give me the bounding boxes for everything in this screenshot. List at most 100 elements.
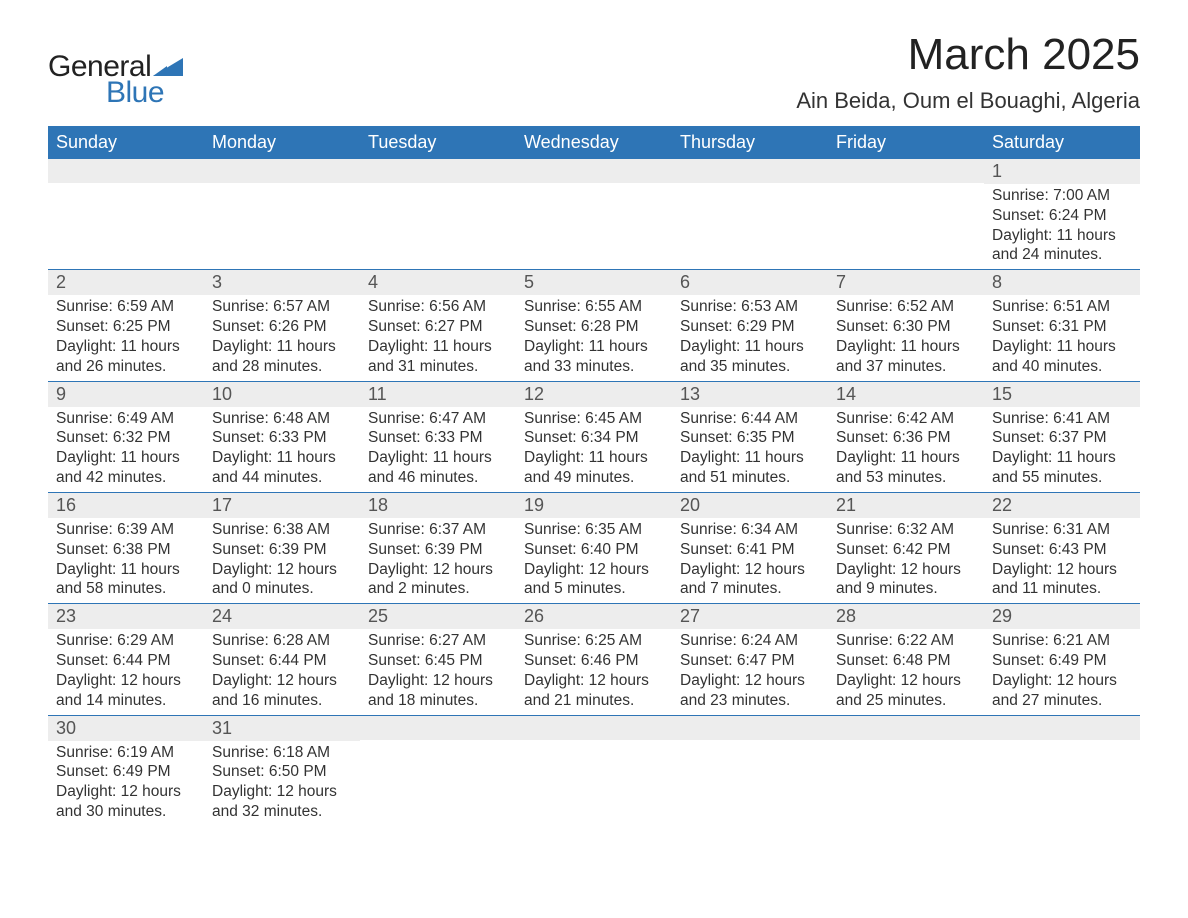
calendar-day-cell: 24Sunrise: 6:28 AMSunset: 6:44 PMDayligh… [204, 604, 360, 714]
day-number: 17 [204, 493, 360, 518]
day-number: 8 [984, 270, 1140, 295]
calendar-day-cell: 28Sunrise: 6:22 AMSunset: 6:48 PMDayligh… [828, 604, 984, 714]
day-number: 6 [672, 270, 828, 295]
sunset-line: Sunset: 6:41 PM [680, 540, 820, 560]
calendar-day-cell: 16Sunrise: 6:39 AMSunset: 6:38 PMDayligh… [48, 493, 204, 603]
daylight-line: Daylight: 12 hours and 7 minutes. [680, 560, 820, 600]
page-title: March 2025 [796, 30, 1140, 80]
sunrise-line: Sunrise: 6:34 AM [680, 520, 820, 540]
calendar-day-cell: 26Sunrise: 6:25 AMSunset: 6:46 PMDayligh… [516, 604, 672, 714]
day-number [828, 159, 984, 183]
day-details: Sunrise: 6:31 AMSunset: 6:43 PMDaylight:… [984, 518, 1140, 603]
day-number [828, 716, 984, 740]
day-number: 24 [204, 604, 360, 629]
daylight-line: Daylight: 11 hours and 37 minutes. [836, 337, 976, 377]
day-details: Sunrise: 6:38 AMSunset: 6:39 PMDaylight:… [204, 518, 360, 603]
sunrise-line: Sunrise: 6:18 AM [212, 743, 352, 763]
daylight-line: Daylight: 12 hours and 2 minutes. [368, 560, 508, 600]
daylight-line: Daylight: 12 hours and 5 minutes. [524, 560, 664, 600]
calendar-week-row: 30Sunrise: 6:19 AMSunset: 6:49 PMDayligh… [48, 716, 1140, 826]
daylight-line: Daylight: 12 hours and 18 minutes. [368, 671, 508, 711]
sunset-line: Sunset: 6:27 PM [368, 317, 508, 337]
weekday-col: Monday [204, 126, 360, 159]
weekday-col: Thursday [672, 126, 828, 159]
calendar-week-row: 23Sunrise: 6:29 AMSunset: 6:44 PMDayligh… [48, 604, 1140, 715]
sunset-line: Sunset: 6:44 PM [212, 651, 352, 671]
day-number [48, 159, 204, 183]
day-number: 31 [204, 716, 360, 741]
calendar-day-cell: 3Sunrise: 6:57 AMSunset: 6:26 PMDaylight… [204, 270, 360, 380]
calendar-day-cell: 31Sunrise: 6:18 AMSunset: 6:50 PMDayligh… [204, 716, 360, 826]
day-number: 18 [360, 493, 516, 518]
day-details: Sunrise: 6:19 AMSunset: 6:49 PMDaylight:… [48, 741, 204, 826]
calendar-day-cell [204, 159, 360, 269]
day-number: 1 [984, 159, 1140, 184]
daylight-line: Daylight: 11 hours and 46 minutes. [368, 448, 508, 488]
day-details: Sunrise: 6:49 AMSunset: 6:32 PMDaylight:… [48, 407, 204, 492]
calendar-day-cell: 29Sunrise: 6:21 AMSunset: 6:49 PMDayligh… [984, 604, 1140, 714]
day-number: 27 [672, 604, 828, 629]
day-number: 3 [204, 270, 360, 295]
sunset-line: Sunset: 6:48 PM [836, 651, 976, 671]
sunrise-line: Sunrise: 6:29 AM [56, 631, 196, 651]
daylight-line: Daylight: 11 hours and 28 minutes. [212, 337, 352, 377]
calendar-week-row: 1Sunrise: 7:00 AMSunset: 6:24 PMDaylight… [48, 159, 1140, 270]
day-number: 15 [984, 382, 1140, 407]
day-details: Sunrise: 6:47 AMSunset: 6:33 PMDaylight:… [360, 407, 516, 492]
calendar-day-cell [672, 716, 828, 826]
sunrise-line: Sunrise: 6:27 AM [368, 631, 508, 651]
sunrise-line: Sunrise: 6:44 AM [680, 409, 820, 429]
day-number [516, 159, 672, 183]
calendar-day-cell: 15Sunrise: 6:41 AMSunset: 6:37 PMDayligh… [984, 382, 1140, 492]
day-number: 23 [48, 604, 204, 629]
sunset-line: Sunset: 6:45 PM [368, 651, 508, 671]
day-number: 12 [516, 382, 672, 407]
sunrise-line: Sunrise: 6:25 AM [524, 631, 664, 651]
day-details [48, 183, 204, 261]
day-details [204, 183, 360, 261]
day-number: 10 [204, 382, 360, 407]
weekday-col: Sunday [48, 126, 204, 159]
calendar-day-cell [672, 159, 828, 269]
day-details: Sunrise: 7:00 AMSunset: 6:24 PMDaylight:… [984, 184, 1140, 269]
day-details: Sunrise: 6:34 AMSunset: 6:41 PMDaylight:… [672, 518, 828, 603]
day-details: Sunrise: 6:48 AMSunset: 6:33 PMDaylight:… [204, 407, 360, 492]
calendar-day-cell: 10Sunrise: 6:48 AMSunset: 6:33 PMDayligh… [204, 382, 360, 492]
day-number: 29 [984, 604, 1140, 629]
day-details: Sunrise: 6:37 AMSunset: 6:39 PMDaylight:… [360, 518, 516, 603]
daylight-line: Daylight: 11 hours and 31 minutes. [368, 337, 508, 377]
calendar-day-cell: 13Sunrise: 6:44 AMSunset: 6:35 PMDayligh… [672, 382, 828, 492]
weekday-col: Tuesday [360, 126, 516, 159]
sunset-line: Sunset: 6:33 PM [368, 428, 508, 448]
daylight-line: Daylight: 11 hours and 49 minutes. [524, 448, 664, 488]
day-details: Sunrise: 6:21 AMSunset: 6:49 PMDaylight:… [984, 629, 1140, 714]
calendar-body: 1Sunrise: 7:00 AMSunset: 6:24 PMDaylight… [48, 159, 1140, 826]
weekday-col: Friday [828, 126, 984, 159]
daylight-line: Daylight: 11 hours and 26 minutes. [56, 337, 196, 377]
calendar-day-cell: 22Sunrise: 6:31 AMSunset: 6:43 PMDayligh… [984, 493, 1140, 603]
brand-name-part2: Blue [106, 76, 164, 110]
header-row: General Blue March 2025 Ain Beida, Oum e… [48, 30, 1140, 114]
daylight-line: Daylight: 12 hours and 25 minutes. [836, 671, 976, 711]
day-details: Sunrise: 6:59 AMSunset: 6:25 PMDaylight:… [48, 295, 204, 380]
calendar-week-row: 2Sunrise: 6:59 AMSunset: 6:25 PMDaylight… [48, 270, 1140, 381]
calendar-day-cell: 27Sunrise: 6:24 AMSunset: 6:47 PMDayligh… [672, 604, 828, 714]
sunset-line: Sunset: 6:36 PM [836, 428, 976, 448]
day-details [828, 740, 984, 818]
sunset-line: Sunset: 6:26 PM [212, 317, 352, 337]
sunset-line: Sunset: 6:40 PM [524, 540, 664, 560]
sunrise-line: Sunrise: 6:32 AM [836, 520, 976, 540]
sunrise-line: Sunrise: 6:38 AM [212, 520, 352, 540]
sunset-line: Sunset: 6:42 PM [836, 540, 976, 560]
calendar-day-cell: 12Sunrise: 6:45 AMSunset: 6:34 PMDayligh… [516, 382, 672, 492]
sunset-line: Sunset: 6:24 PM [992, 206, 1132, 226]
weekday-col: Saturday [984, 126, 1140, 159]
calendar-day-cell: 8Sunrise: 6:51 AMSunset: 6:31 PMDaylight… [984, 270, 1140, 380]
sunrise-line: Sunrise: 6:53 AM [680, 297, 820, 317]
calendar-day-cell: 14Sunrise: 6:42 AMSunset: 6:36 PMDayligh… [828, 382, 984, 492]
daylight-line: Daylight: 12 hours and 0 minutes. [212, 560, 352, 600]
sunrise-line: Sunrise: 6:47 AM [368, 409, 508, 429]
day-details: Sunrise: 6:45 AMSunset: 6:34 PMDaylight:… [516, 407, 672, 492]
daylight-line: Daylight: 12 hours and 16 minutes. [212, 671, 352, 711]
day-details: Sunrise: 6:25 AMSunset: 6:46 PMDaylight:… [516, 629, 672, 714]
